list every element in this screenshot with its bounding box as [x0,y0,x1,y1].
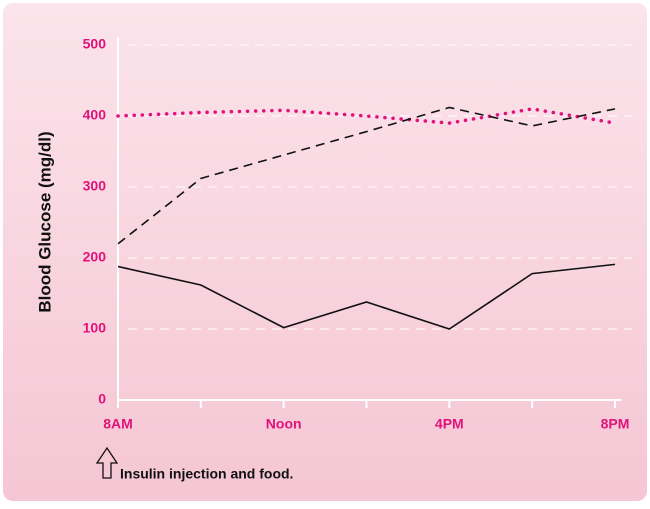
x-tick-label: 4PM [435,416,464,432]
x-tick-label: Noon [266,416,302,432]
y-tick-label: 0 [98,391,106,407]
x-tick-label: 8AM [103,416,133,432]
annotation: Insulin injection and food. [120,466,293,482]
y-tick-label: 100 [83,320,107,336]
series-line [117,263,616,330]
y-tick-label: 500 [83,36,107,52]
series-line [117,106,616,245]
y-tick-label: 300 [83,178,107,194]
background [3,3,647,501]
y-tick-label: 200 [83,249,107,265]
annotation-arrow [95,446,119,479]
x-tick-label: 8PM [601,416,630,432]
y-axis-label: Blood Glucose (mg/dl) [35,131,54,312]
y-tick-label: 400 [83,107,107,123]
